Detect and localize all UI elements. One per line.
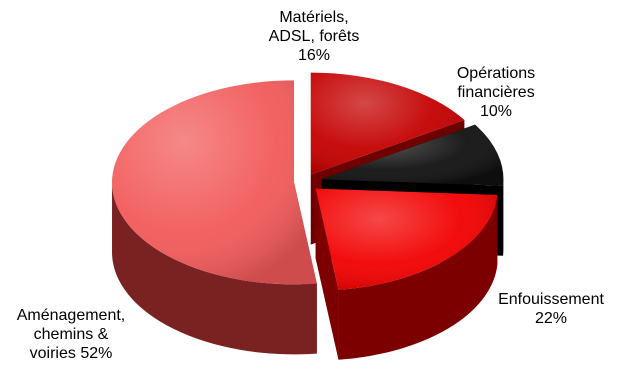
slice-highlight-0 <box>310 72 465 175</box>
slice-side-3-0 <box>112 182 317 355</box>
slice-label-enfouissement: Enfouissement 22% <box>498 291 604 327</box>
slice-highlight-1 <box>321 124 504 186</box>
slice-wall-2-1 <box>315 188 339 360</box>
slice-highlight-3 <box>112 80 317 285</box>
slice-highlight-2 <box>315 188 498 290</box>
slice-label-amenagement: Aménagement, chemins & voiries 52% <box>16 307 126 362</box>
slice-label-materiels: Matériels, ADSL, forêts 16% <box>268 9 360 64</box>
slice-label-operations-financieres: Opérations financières 10% <box>456 65 536 120</box>
slice-side-2-0 <box>338 194 498 360</box>
